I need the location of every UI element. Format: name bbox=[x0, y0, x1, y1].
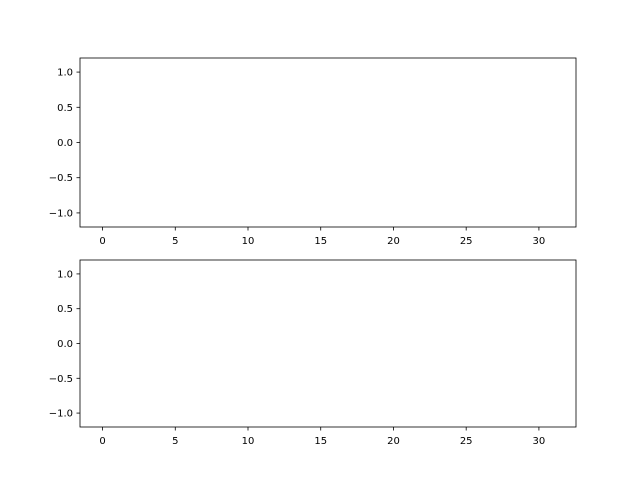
x-tick-label: 0 bbox=[99, 236, 105, 247]
x-tick-label: 25 bbox=[460, 236, 473, 247]
y-tick-label: −1.0 bbox=[49, 208, 73, 219]
x-tick-label: 30 bbox=[533, 236, 546, 247]
x-tick-label: 25 bbox=[460, 436, 473, 447]
y-tick-label: 0.5 bbox=[57, 304, 73, 315]
y-tick-label: 0.0 bbox=[57, 339, 73, 350]
y-tick-label: −0.5 bbox=[49, 173, 73, 184]
x-tick-label: 20 bbox=[387, 236, 400, 247]
x-tick-label: 15 bbox=[314, 436, 327, 447]
y-tick-label: −1.0 bbox=[49, 409, 73, 420]
axes-frame bbox=[79, 259, 577, 428]
x-tick-label: 15 bbox=[314, 236, 327, 247]
x-tick-label: 10 bbox=[242, 236, 255, 247]
y-tick-label: 1.0 bbox=[57, 269, 73, 280]
x-tick-label: 0 bbox=[99, 436, 105, 447]
y-tick-label: −0.5 bbox=[49, 374, 73, 385]
bottom-axes: 0 5 10 15 20 25 30 −1.0 −0.5 0.0 0.5 1.0 bbox=[49, 259, 577, 447]
x-tick-label: 20 bbox=[387, 436, 400, 447]
y-tick-label: 1.0 bbox=[57, 68, 73, 79]
x-tick-label: 10 bbox=[242, 436, 255, 447]
top-axes: 0 5 10 15 20 25 30 −1.0 −0.5 0.0 0.5 1.0 bbox=[49, 57, 577, 247]
x-tick-label: 5 bbox=[172, 436, 178, 447]
y-tick-label: 0.0 bbox=[57, 138, 73, 149]
x-tick-label: 5 bbox=[172, 236, 178, 247]
y-tick-label: 0.5 bbox=[57, 103, 73, 114]
axes-frame bbox=[79, 57, 577, 228]
x-tick-label: 30 bbox=[533, 436, 546, 447]
